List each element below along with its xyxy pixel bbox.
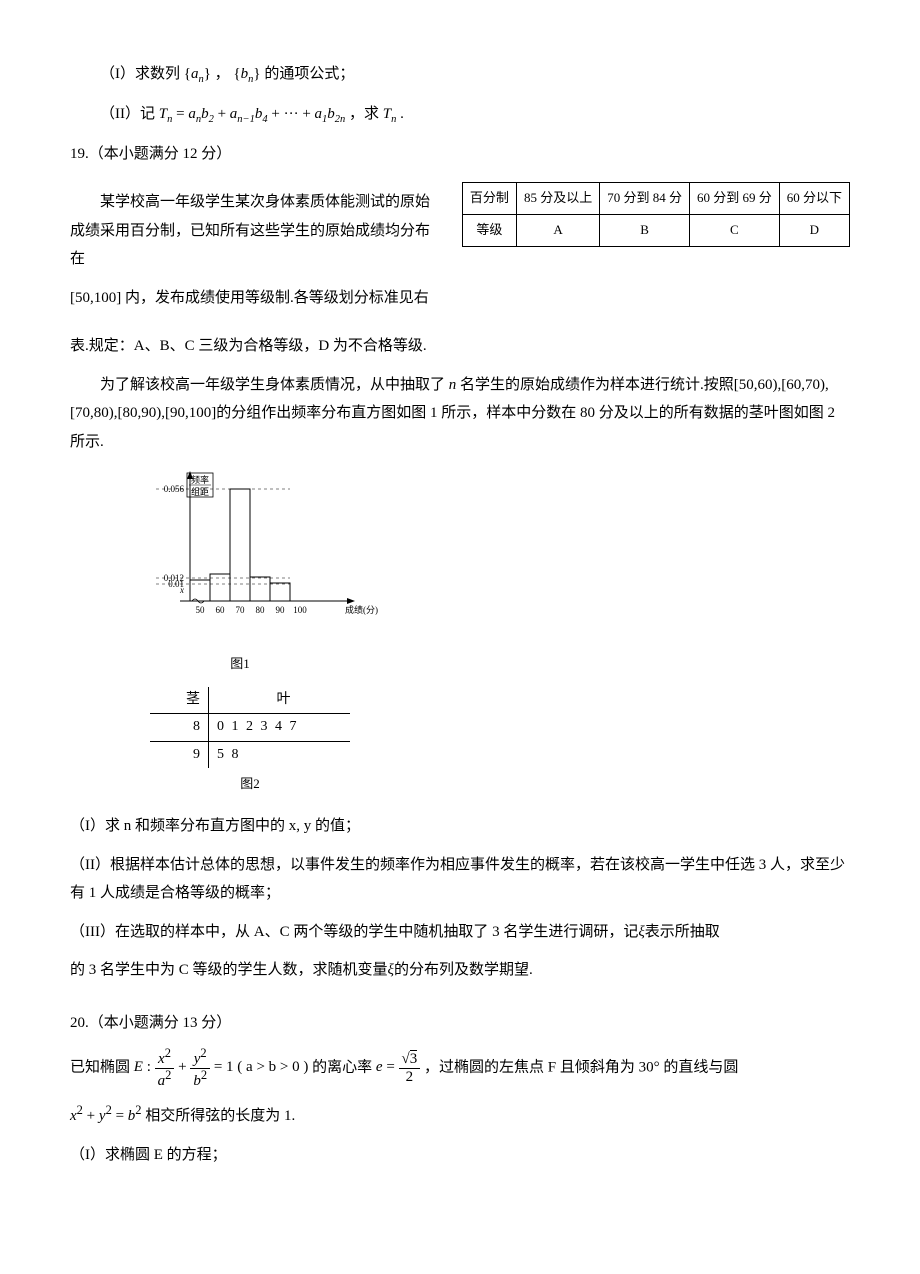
p19-q3-cont: 的 3 名学生中为 C 等级的学生人数，求随机变量ξ的分布列及数学期望.: [70, 956, 850, 985]
p18-part2: （II）记 Tn = anb2 + an−1b4 + ··· + a1b2n ，…: [70, 100, 850, 130]
svg-text:成绩(分): 成绩(分): [345, 604, 378, 615]
grade-row-2: 等级 A B C D: [462, 215, 849, 247]
p19-body1: 某学校高一年级学生某次身体素质体能测试的原始成绩采用百分制，已知所有这些学生的原…: [70, 188, 442, 274]
p19-intro-with-table: 某学校高一年级学生某次身体素质体能测试的原始成绩采用百分制，已知所有这些学生的原…: [70, 178, 850, 322]
svg-text:x: x: [179, 585, 184, 595]
stem-value: 8: [150, 714, 208, 741]
seq-a: {an}: [184, 66, 215, 82]
stem-leaf-plot: 茎 叶 80 1 2 3 4 795 8 图2: [150, 687, 350, 797]
stem-header: 茎: [150, 687, 208, 714]
tail: 的通项公式；: [264, 66, 354, 82]
svg-text:组距: 组距: [191, 486, 209, 497]
grade-cell: 百分制: [462, 183, 516, 215]
svg-text:0.056: 0.056: [164, 484, 185, 494]
svg-text:80: 80: [256, 605, 266, 615]
grade-cell: D: [779, 215, 849, 247]
p19-q2: （II）根据样本估计总体的思想，以事件发生的频率作为相应事件发生的概率，若在该校…: [70, 851, 850, 908]
grade-cell: 60 分到 69 分: [689, 183, 779, 215]
p20-heading: 20.（本小题满分 13 分）: [70, 1009, 850, 1038]
seq-b: {bn}: [233, 66, 264, 82]
svg-text:50: 50: [196, 605, 206, 615]
eccentricity: e = √32: [376, 1059, 424, 1075]
stem-value: 9: [150, 742, 208, 769]
p19-q3: （III）在选取的样本中，从 A、C 两个等级的学生中随机抽取了 3 名学生进行…: [70, 918, 850, 947]
grade-cell: 70 分到 84 分: [600, 183, 690, 215]
p19-body1b: [50,100] 内，发布成绩使用等级制.各等级划分标准见右: [70, 284, 442, 313]
p20-q1: （I）求椭圆 E 的方程；: [70, 1141, 850, 1170]
leaf-value: 0 1 2 3 4 7: [208, 714, 350, 741]
head: （II）记: [100, 106, 155, 122]
grade-cell: B: [600, 215, 690, 247]
svg-text:60: 60: [216, 605, 226, 615]
interval-main: [50,100]: [70, 290, 121, 306]
grade-cell: 85 分及以上: [516, 183, 599, 215]
stemleaf-row: 95 8: [150, 741, 350, 769]
p19-body1c: 表.规定：A、B、C 三级为合格等级，D 为不合格等级.: [70, 332, 850, 361]
p20-circle: x2 + y2 = b2 相交所得弦的长度为 1.: [70, 1099, 850, 1131]
mid: ，求: [349, 106, 379, 122]
svg-text:90: 90: [276, 605, 286, 615]
tn-final: Tn: [383, 106, 400, 122]
text: （I）求数列: [100, 66, 180, 82]
tn-expr: Tn = anb2 + an−1b4 + ··· + a1b2n: [159, 106, 349, 122]
grade-table: 百分制 85 分及以上 70 分到 84 分 60 分到 69 分 60 分以下…: [462, 182, 850, 246]
svg-text:70: 70: [236, 605, 246, 615]
grade-row-1: 百分制 85 分及以上 70 分到 84 分 60 分到 69 分 60 分以下: [462, 183, 849, 215]
tail: .: [400, 106, 404, 122]
figures-block: 频率组距0.0560.0120.01x5060708090100成绩(分) 图1…: [150, 471, 850, 797]
p19-heading: 19.（本小题满分 12 分）: [70, 140, 850, 169]
grade-cell: A: [516, 215, 599, 247]
svg-text:100: 100: [293, 605, 307, 615]
fig2-caption: 图2: [150, 772, 350, 797]
p19-body2: 为了解该校高一年级学生身体素质情况，从中抽取了 n 名学生的原始成绩作为样本进行…: [70, 371, 850, 457]
svg-text:频率: 频率: [191, 474, 209, 485]
ellipse-eq: E : x2a2 + y2b2 = 1 ( a > b > 0 ): [134, 1059, 312, 1075]
circle-eq: x2 + y2 = b2: [70, 1108, 145, 1124]
grade-cell: 等级: [462, 215, 516, 247]
comma: ，: [215, 66, 230, 82]
leaf-header: 叶: [208, 687, 350, 714]
fig1-caption: 图1: [150, 652, 330, 677]
p20-intro: 已知椭圆 E : x2a2 + y2b2 = 1 ( a > b > 0 ) 的…: [70, 1047, 850, 1089]
p19-q1: （I）求 n 和频率分布直方图中的 x, y 的值；: [70, 812, 850, 841]
grade-cell: 60 分以下: [779, 183, 849, 215]
leaf-value: 5 8: [208, 742, 350, 769]
grade-cell: C: [689, 215, 779, 247]
p18-part1: （I）求数列 {an} ， {bn} 的通项公式；: [70, 60, 850, 90]
histogram-chart: 频率组距0.0560.0120.01x5060708090100成绩(分): [150, 471, 380, 641]
stemleaf-row: 80 1 2 3 4 7: [150, 713, 350, 741]
